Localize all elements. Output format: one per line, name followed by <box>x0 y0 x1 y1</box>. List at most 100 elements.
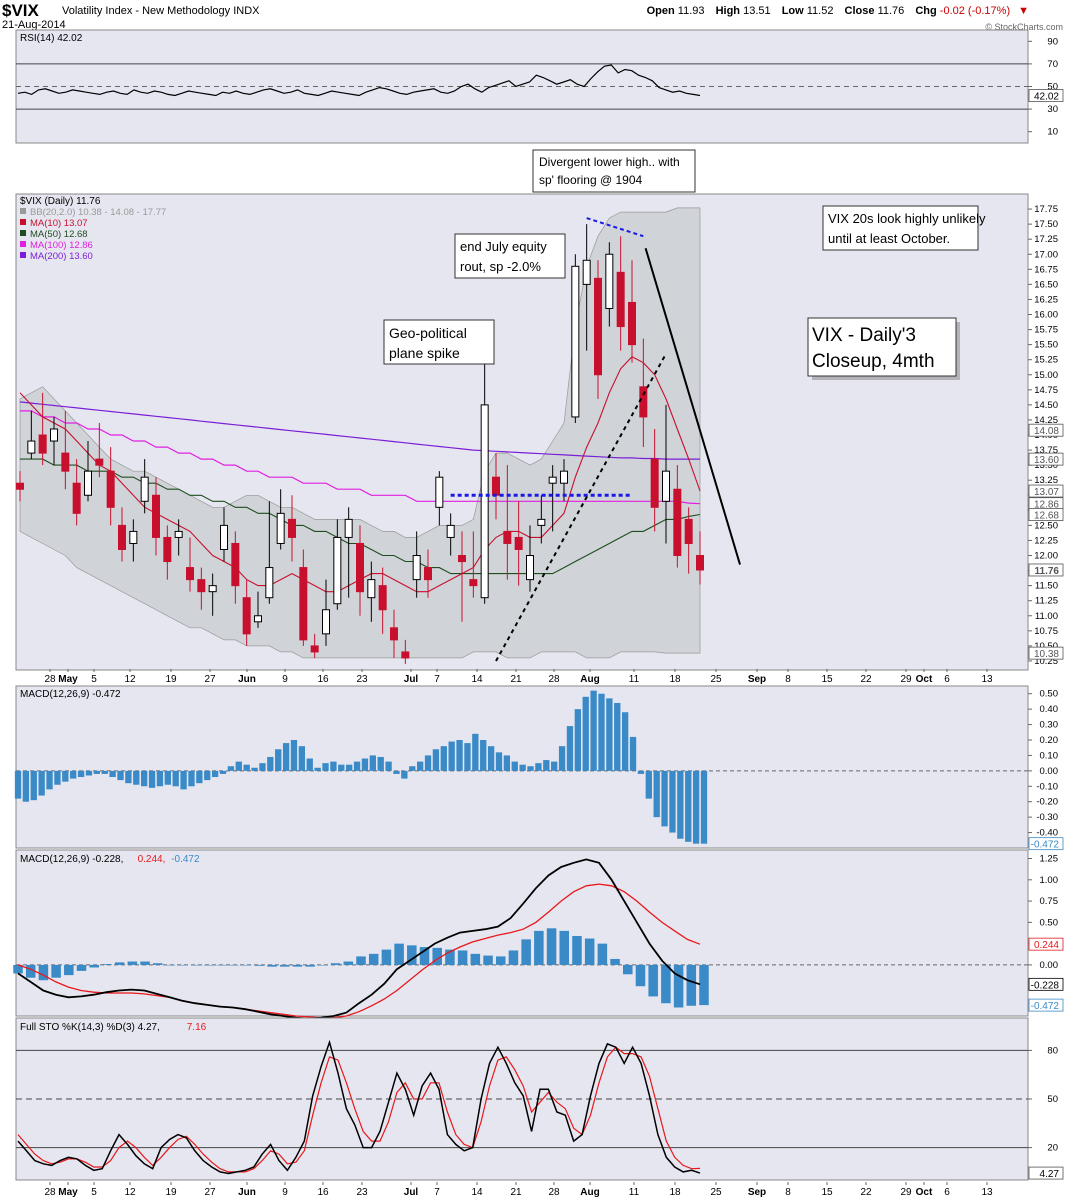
price-axis-tick-label: 16.75 <box>1034 264 1058 275</box>
macd-hist-bar <box>188 770 195 787</box>
uptrend-dotted-line <box>495 353 667 662</box>
annotation-vix20s-line2: until at least October. <box>828 231 950 246</box>
macd-hist-bar <box>204 770 211 781</box>
rsi-axis-tick-label: 10 <box>1047 127 1058 138</box>
macd-histogram-bar <box>470 953 481 965</box>
macd-histogram-bar <box>610 958 620 965</box>
macd-histogram-bar <box>635 964 646 987</box>
macd-hist-bar <box>503 755 511 771</box>
macd-hist-bar <box>377 756 384 771</box>
candle-body <box>367 579 376 599</box>
macd-hist-bar <box>251 767 258 771</box>
macd-hist-bar <box>85 770 93 776</box>
macd-hist-bar <box>322 763 329 771</box>
price-x-label: 23 <box>356 674 368 685</box>
rsi-last-label: 42.02 <box>1034 92 1059 103</box>
macd-value-label-box <box>1028 998 1064 1012</box>
macd-hist-bar <box>511 761 518 771</box>
macd-histogram-bar <box>661 964 671 1004</box>
sto-x-label: Aug <box>580 1187 599 1198</box>
macd-hist-bar <box>306 758 313 771</box>
price-x-label: 13 <box>981 674 993 685</box>
macd-histogram-bar <box>203 964 214 966</box>
price-x-label: 28 <box>44 674 56 685</box>
candle-body <box>299 567 308 641</box>
macd-histogram-bar <box>483 955 493 965</box>
macd-hist-bar <box>385 761 392 771</box>
sto-x-label: 28 <box>44 1187 56 1198</box>
macd-hist-axis-tick-label: 0.00 <box>1040 766 1059 777</box>
price-x-label: 28 <box>548 674 560 685</box>
macd-histogram-bar <box>191 964 201 966</box>
macd-hist-bar <box>361 758 369 771</box>
macd-histogram-bar <box>673 964 684 1008</box>
macd-legend-1: 0.244, <box>138 854 166 865</box>
sto-x-label: 6 <box>944 1187 950 1198</box>
candle-body <box>322 609 330 635</box>
sto-axis-tick-label: 20 <box>1047 1143 1058 1154</box>
sto-x-label: 18 <box>669 1187 681 1198</box>
macd-line <box>17 858 701 1020</box>
macd-hist-bar <box>692 770 700 844</box>
macd-histogram-bar <box>381 949 392 965</box>
sto-x-label: 12 <box>124 1187 136 1198</box>
price-value-label-box <box>1028 423 1064 437</box>
sto-x-label: 29 <box>900 1187 912 1198</box>
macd-legend-0: MACD(12,26,9) -0.228, <box>20 854 123 865</box>
candle-body <box>72 482 81 514</box>
open-label: Open <box>646 5 675 17</box>
macd-hist-bar <box>369 755 376 771</box>
price-x-label: 14 <box>471 674 483 685</box>
candle-body <box>174 530 183 538</box>
macd-histogram-bar <box>64 964 74 976</box>
candle-body <box>684 518 693 544</box>
rsi-last-label-box <box>1028 89 1064 102</box>
candle-body <box>333 536 342 605</box>
price-axis-tick-label: 12.00 <box>1034 551 1058 562</box>
macd-hist-axis-tick-label: -0.30 <box>1036 812 1058 823</box>
price-value-label: 12.68 <box>1034 511 1059 522</box>
macd-axis-tick-label: 1.00 <box>1040 875 1059 886</box>
candle-body <box>435 476 444 508</box>
macd-histogram-bar <box>356 956 366 965</box>
price-x-label: 8 <box>785 674 791 685</box>
price-axis-tick-label: 13.75 <box>1034 445 1058 456</box>
candle-body <box>163 536 172 563</box>
price-axis-tick-label: 16.50 <box>1034 279 1058 290</box>
candle-body <box>16 482 24 490</box>
close-label: Close <box>844 5 875 17</box>
macd-histogram-bar <box>572 935 582 965</box>
macd-histogram-bar <box>25 964 36 978</box>
macd-hist-bar <box>590 690 597 771</box>
macd-hist-axis-tick-label: -0.40 <box>1036 828 1058 839</box>
price-axis-tick-label: 17.00 <box>1034 249 1058 260</box>
price-axis-tick-label: 17.75 <box>1034 204 1058 215</box>
price-axis-tick-label: 15.50 <box>1034 340 1058 351</box>
price-legend-0: BB(20,2.0) 10.38 - 14.08 - 17.77 <box>30 207 166 218</box>
chg-label: Chg <box>915 5 937 17</box>
price-axis-tick-label: 11.00 <box>1035 611 1058 622</box>
macd-hist-bar <box>101 770 108 774</box>
rsi-axis-tick-label: 90 <box>1047 36 1058 47</box>
price-value-label: 13.60 <box>1034 455 1059 466</box>
sto-x-label: 16 <box>317 1187 329 1198</box>
candle-body <box>458 555 466 563</box>
legend-swatch <box>20 208 26 214</box>
price-x-label: Aug <box>580 674 599 685</box>
macd-histogram-bar <box>597 943 608 965</box>
candle-body <box>390 627 398 641</box>
macd-hist-bar <box>551 761 558 771</box>
price-x-label: 12 <box>124 674 136 685</box>
macd-histogram-bar <box>305 964 315 967</box>
macd-hist-bar <box>243 764 250 771</box>
macd-hist-bar <box>46 770 53 790</box>
price-x-label: Jul <box>404 674 419 685</box>
macd-hist-bar <box>219 770 227 774</box>
macd-hist-axis-tick-label: -0.20 <box>1036 797 1058 808</box>
price-value-label-box <box>1028 646 1064 660</box>
candle-body <box>27 440 36 454</box>
macd-histogram-bar <box>623 964 633 975</box>
candle-body <box>469 579 478 587</box>
candle-body <box>265 567 274 599</box>
divergence-dashed-line <box>586 217 644 238</box>
